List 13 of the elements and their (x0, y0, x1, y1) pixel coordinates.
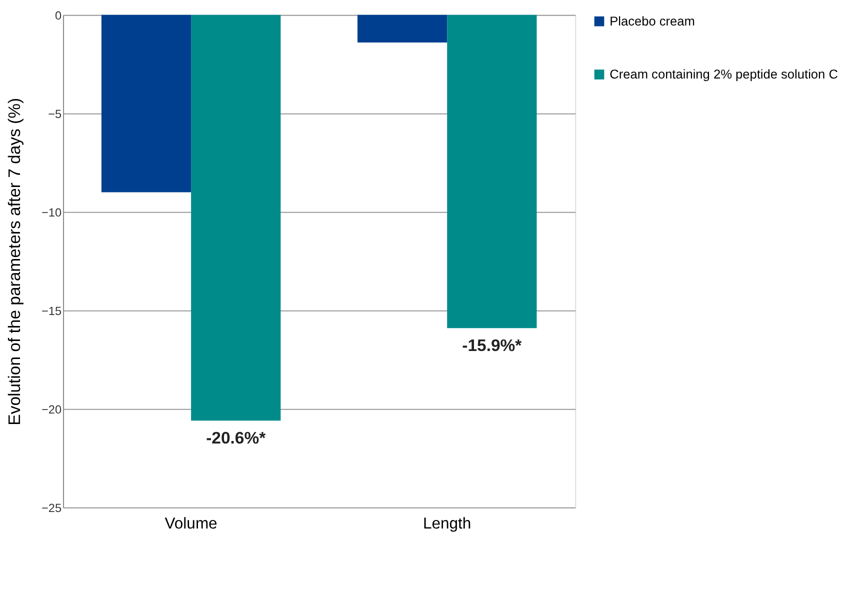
y-axis-title: Evolution of the parameters after 7 days (%) (4, 98, 24, 426)
y-tick-label: −10 (42, 205, 62, 220)
y-tick-label: −25 (42, 500, 62, 515)
y-tick-label: −15 (42, 304, 62, 318)
legend-label: Cream containing 2% peptide solution C (610, 66, 838, 82)
x-tick-label: Length (423, 516, 472, 533)
legend-label: Placebo cream (610, 13, 695, 28)
y-tick-label: 0 (54, 8, 62, 22)
y-tick-label: −20 (42, 402, 62, 416)
data-label: -20.6%* (206, 428, 266, 448)
y-tick-label: −5 (48, 106, 62, 121)
data-label: -15.9%* (462, 336, 522, 355)
x-tick-label: Volume (164, 516, 218, 533)
